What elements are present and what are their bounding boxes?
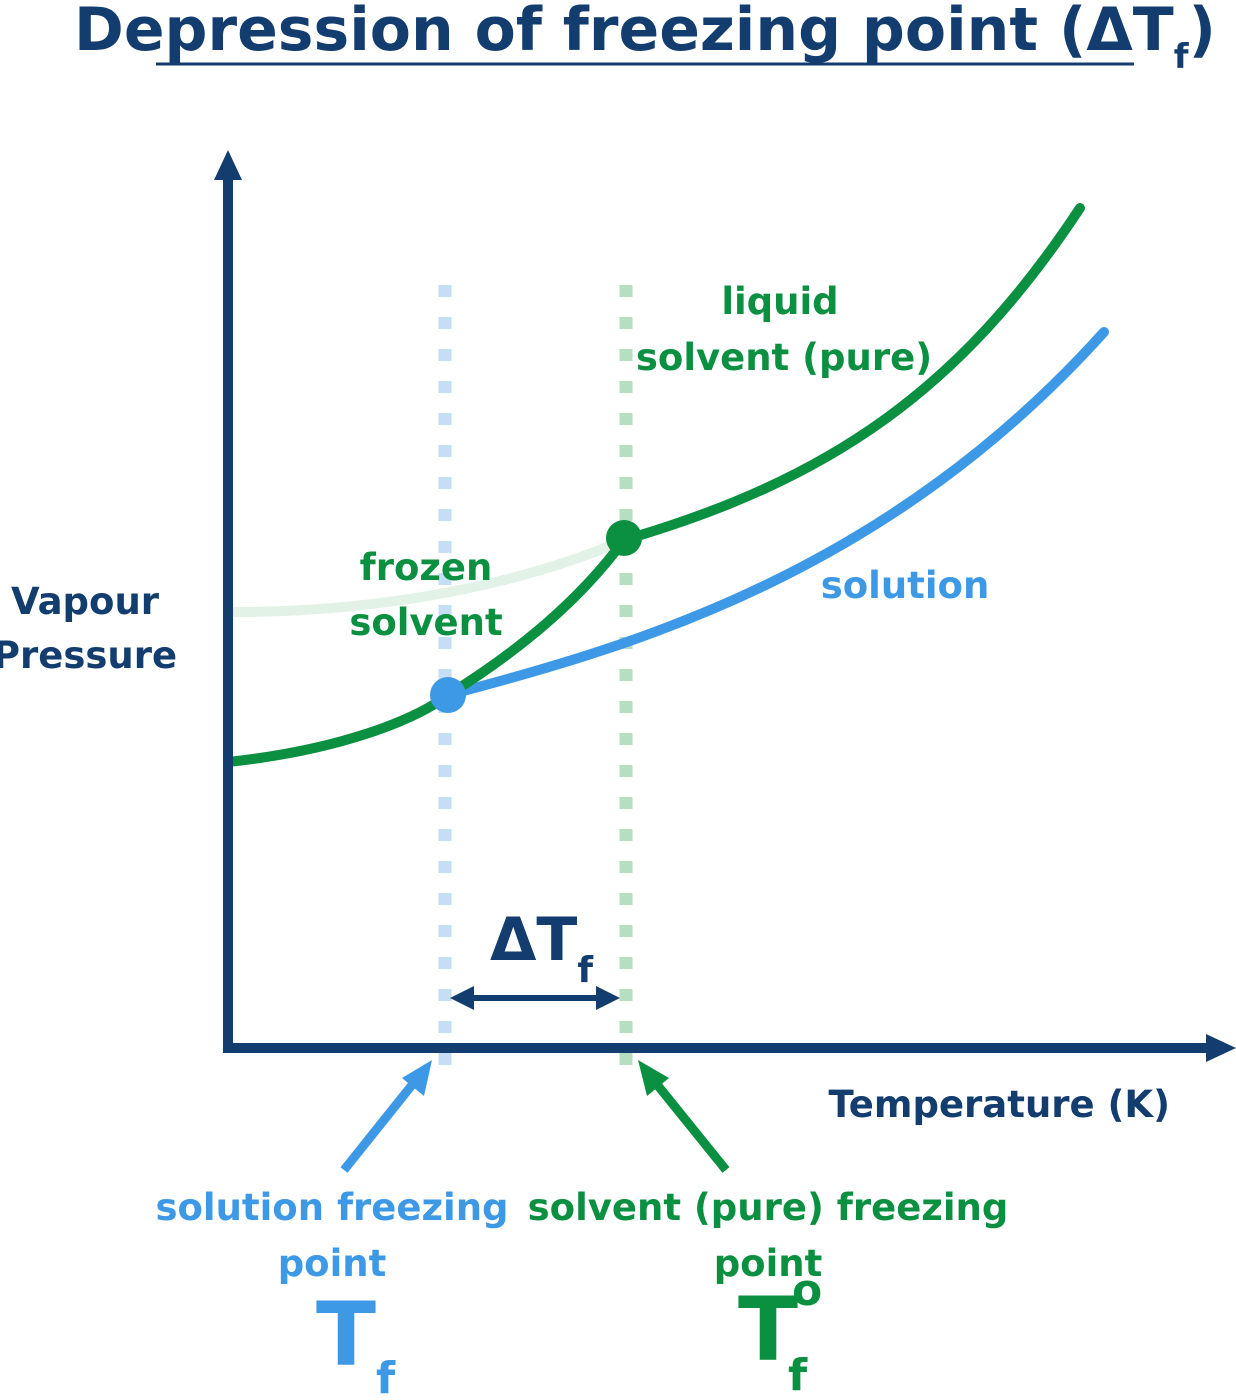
page-title: Depression of freezing point (ΔTf) [74,0,1216,77]
solution-freezing-point-marker [430,677,466,713]
solvent-fp-superscript: o [792,1265,822,1316]
solvent-fp-subscript: f [788,1350,808,1395]
delta-tf-arrow-left-icon [450,986,474,1010]
y-axis-arrow-icon [214,150,242,180]
solvent-fp-label-line2: point [714,1242,823,1285]
solvent-fp-symbol: T [738,1278,798,1381]
solution-fp-label-line2: point [278,1242,387,1285]
liquid-solvent-label-line1: liquid [721,280,838,323]
frozen-solvent-label-line2: solvent [349,601,502,644]
solution-fp-pointer-arrow-icon [402,1060,432,1096]
solution-fp-pointer-shaft [340,1077,420,1173]
y-axis-label-line2: Pressure [0,634,177,677]
solvent-fp-pointer-shaft [651,1079,730,1173]
solution-curve [443,327,1109,700]
frozen-solvent-label-line1: frozen [360,546,493,589]
liquid-solvent-curve [619,203,1085,545]
solution-fp-label-line1: solution freezing [155,1186,508,1229]
solution-label: solution [821,564,990,607]
solvent-fp-pointer-arrow-icon [638,1060,669,1096]
delta-tf-arrow-right-icon [596,986,620,1010]
solution-fp-symbol: Tf [316,1283,396,1395]
solvent-freezing-point-marker [606,520,642,556]
delta-tf-label: ΔTf [490,905,593,991]
x-axis-arrow-icon [1206,1034,1236,1062]
solvent-fp-label-line1: solvent (pure) freezing [528,1186,1009,1229]
y-axis-label-line1: Vapour [11,580,160,623]
x-axis-label: Temperature (K) [828,1083,1170,1126]
liquid-solvent-label-line2: solvent (pure) [636,336,932,379]
frozen-solvent-extension-curve [230,535,629,617]
